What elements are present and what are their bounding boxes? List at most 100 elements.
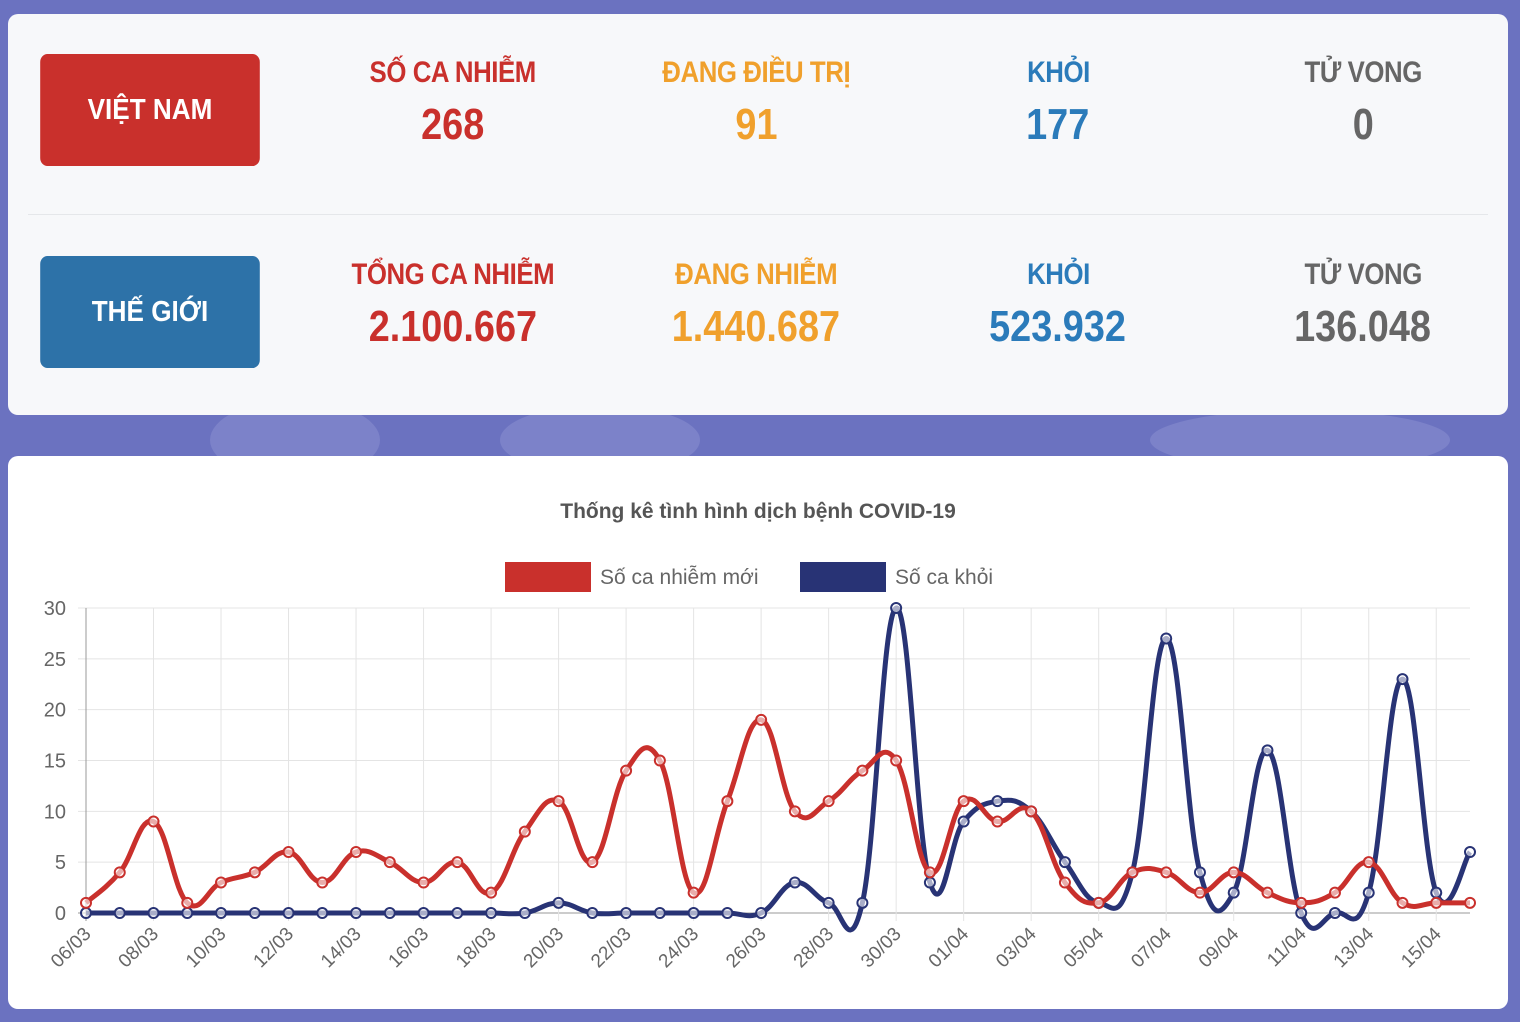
data-point-new-cases bbox=[890, 754, 903, 767]
data-point-recovered bbox=[856, 896, 869, 909]
data-point-new-cases bbox=[788, 805, 801, 818]
data-point-new-cases bbox=[1058, 876, 1071, 889]
data-point-new-cases bbox=[755, 713, 768, 726]
data-point-new-cases bbox=[113, 866, 126, 879]
data-point-new-cases bbox=[147, 815, 160, 828]
data-point-new-cases bbox=[1261, 886, 1274, 899]
data-point-recovered bbox=[687, 907, 700, 919]
stat-value: 0 bbox=[1352, 100, 1374, 149]
data-point-recovered bbox=[1295, 907, 1308, 919]
data-point-new-cases bbox=[957, 795, 970, 808]
x-tick-label: 16/03 bbox=[385, 924, 433, 972]
data-point-new-cases bbox=[1193, 886, 1206, 899]
y-tick-label: 25 bbox=[44, 649, 66, 671]
data-point-new-cases bbox=[1092, 896, 1105, 909]
data-point-recovered bbox=[788, 876, 801, 889]
x-tick-label: 08/03 bbox=[115, 924, 163, 972]
x-tick-label: 07/04 bbox=[1127, 923, 1176, 972]
world-stat-active: ĐANG NHIỄM 1.440.687 bbox=[606, 258, 906, 352]
data-point-new-cases bbox=[1160, 866, 1173, 879]
data-point-recovered bbox=[417, 907, 430, 919]
x-tick-label: 15/04 bbox=[1397, 923, 1446, 972]
y-tick-label: 20 bbox=[44, 700, 66, 722]
data-point-new-cases bbox=[80, 896, 92, 909]
vn-stat-treating: ĐANG ĐIỀU TRỊ 91 bbox=[606, 56, 906, 150]
stat-value: 1.440.687 bbox=[671, 302, 841, 351]
data-point-recovered bbox=[1193, 866, 1206, 879]
data-point-recovered bbox=[822, 896, 835, 909]
x-tick-label: 03/04 bbox=[992, 923, 1041, 972]
vietnam-button[interactable]: VIỆT NAM bbox=[40, 54, 260, 166]
data-point-recovered bbox=[1227, 886, 1240, 899]
data-point-new-cases bbox=[620, 764, 633, 777]
data-point-new-cases bbox=[1464, 896, 1476, 909]
stat-label: TỔNG CA NHIỄM bbox=[351, 258, 555, 291]
stat-label: KHỎI bbox=[1026, 56, 1090, 89]
stats-panel: VIỆT NAM SỐ CA NHIỄM 268 ĐANG ĐIỀU TRỊ 9… bbox=[8, 14, 1508, 415]
y-tick-label: 0 bbox=[55, 903, 66, 925]
data-point-new-cases bbox=[316, 876, 329, 889]
world-stat-recovered: KHỎI 523.932 bbox=[908, 258, 1208, 352]
data-point-recovered bbox=[957, 815, 970, 828]
data-point-recovered bbox=[1464, 846, 1476, 858]
x-tick-label: 10/03 bbox=[182, 924, 230, 972]
world-button[interactable]: THẾ GIỚI bbox=[40, 256, 260, 368]
legend-swatch-new-cases[interactable] bbox=[505, 562, 591, 592]
legend: Số ca nhiễm mới Số ca khỏi bbox=[505, 562, 993, 592]
legend-label-new-cases[interactable]: Số ca nhiễm mới bbox=[600, 566, 759, 589]
data-point-new-cases bbox=[991, 815, 1004, 828]
data-point-new-cases bbox=[1295, 896, 1308, 909]
y-tick-label: 10 bbox=[44, 801, 66, 823]
data-point-new-cases bbox=[350, 846, 363, 858]
vn-stat-cases: SỐ CA NHIỄM 268 bbox=[303, 56, 603, 150]
data-point-new-cases bbox=[417, 876, 430, 889]
x-tick-label: 26/03 bbox=[722, 924, 770, 972]
data-point-new-cases bbox=[1362, 856, 1375, 869]
data-point-new-cases bbox=[586, 856, 599, 869]
x-tick-label: 14/03 bbox=[317, 924, 365, 972]
world-stat-deaths: TỬ VONG 136.048 bbox=[1213, 258, 1513, 352]
data-point-new-cases bbox=[215, 876, 228, 889]
data-point-new-cases bbox=[552, 795, 565, 808]
x-tick-label: 09/04 bbox=[1195, 923, 1244, 972]
legend-label-recovered[interactable]: Số ca khỏi bbox=[895, 566, 993, 589]
vn-stat-recovered: KHỎI 177 bbox=[908, 56, 1208, 150]
data-point-recovered bbox=[721, 907, 734, 919]
series bbox=[80, 602, 1476, 933]
grid bbox=[78, 607, 1470, 921]
data-point-recovered bbox=[653, 907, 666, 919]
data-point-recovered bbox=[1160, 632, 1173, 645]
stat-value: 91 bbox=[734, 100, 778, 149]
data-point-recovered bbox=[350, 907, 363, 919]
x-tick-label: 18/03 bbox=[452, 924, 500, 972]
divider bbox=[28, 214, 1488, 215]
x-tick-label: 11/04 bbox=[1263, 923, 1311, 971]
data-point-recovered bbox=[991, 795, 1004, 808]
x-tick-label: 24/03 bbox=[655, 924, 703, 972]
data-point-new-cases bbox=[1396, 896, 1409, 909]
chart-title: Thống kê tình hình dịch bệnh COVID-19 bbox=[560, 500, 956, 523]
data-point-recovered bbox=[383, 907, 396, 919]
data-point-new-cases bbox=[518, 825, 531, 838]
data-point-recovered bbox=[451, 907, 464, 919]
data-point-recovered bbox=[181, 907, 194, 919]
x-tick-label: 13/04 bbox=[1330, 923, 1379, 972]
data-point-new-cases bbox=[451, 856, 464, 869]
stat-label: SỐ CA NHIỄM bbox=[369, 56, 537, 89]
data-point-new-cases bbox=[721, 795, 734, 808]
data-point-new-cases bbox=[485, 886, 498, 899]
x-tick-label: 28/03 bbox=[790, 924, 838, 972]
data-point-new-cases bbox=[822, 795, 835, 808]
data-point-new-cases bbox=[1227, 866, 1240, 879]
stat-label: KHỎI bbox=[1026, 258, 1090, 291]
data-point-recovered bbox=[552, 896, 565, 909]
data-point-recovered bbox=[1396, 673, 1409, 686]
data-point-new-cases bbox=[248, 866, 261, 879]
y-tick-label: 15 bbox=[44, 751, 66, 773]
data-point-recovered bbox=[1261, 744, 1274, 757]
data-point-new-cases bbox=[856, 764, 869, 777]
x-tick-label: 20/03 bbox=[520, 924, 568, 972]
stat-label: TỬ VONG bbox=[1304, 258, 1422, 291]
data-point-recovered bbox=[890, 602, 903, 614]
legend-swatch-recovered[interactable] bbox=[800, 562, 886, 592]
